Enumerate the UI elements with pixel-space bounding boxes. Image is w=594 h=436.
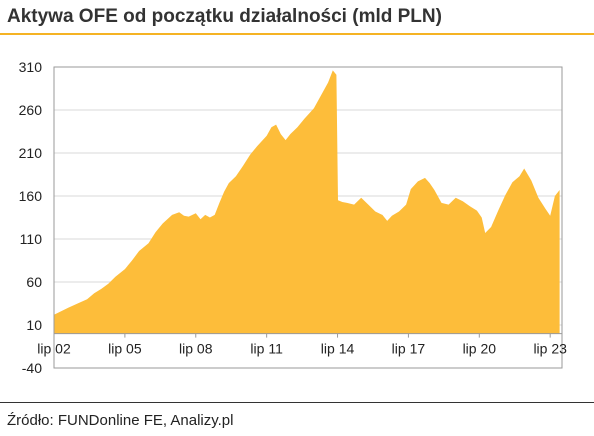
assets-area-series	[54, 70, 560, 334]
y-tick-label: 210	[19, 145, 43, 161]
x-tick-label: lip 17	[392, 341, 426, 357]
x-tick-label: lip 02	[37, 341, 71, 357]
title-underline	[0, 33, 594, 35]
x-tick-label: lip 08	[179, 341, 213, 357]
source-note: Źródło: FUNDonline FE, Analizy.pl	[7, 412, 234, 429]
footer-divider	[0, 402, 594, 403]
x-tick-label: lip 20	[463, 341, 497, 357]
y-tick-label: 260	[19, 102, 43, 118]
x-tick-label: lip 11	[250, 341, 283, 357]
y-tick-label: 160	[19, 188, 43, 204]
y-axis-ticks: -40 10 60 110 160 210 260 310	[19, 59, 43, 376]
x-axis-ticks: lip 02 lip 05 lip 08 lip 11 lip 14 lip 17 lip …	[37, 333, 567, 357]
plot-frame	[53, 66, 563, 369]
y-tick-label: 10	[26, 317, 42, 333]
chart-title: Aktywa OFE od początku działalności (mld…	[7, 6, 442, 27]
x-tick-label: lip 05	[108, 341, 142, 357]
y-tick-label: 60	[26, 274, 42, 290]
x-tick-label: lip 23	[533, 341, 567, 357]
y-tick-label: 310	[19, 59, 43, 75]
y-tick-label: 110	[20, 231, 43, 247]
x-tick-label: lip 14	[321, 341, 355, 357]
y-tick-label: -40	[22, 360, 42, 376]
